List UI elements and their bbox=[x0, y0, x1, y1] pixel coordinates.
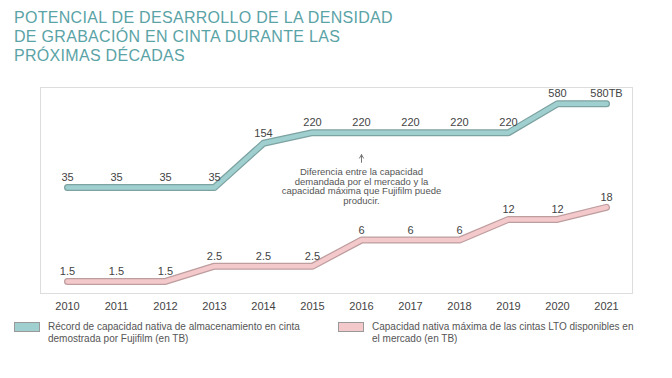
svg-text:2019: 2019 bbox=[496, 300, 520, 312]
svg-text:2021: 2021 bbox=[594, 300, 618, 312]
svg-text:6: 6 bbox=[358, 224, 364, 236]
svg-text:1.5: 1.5 bbox=[60, 265, 75, 277]
svg-text:154: 154 bbox=[254, 127, 272, 139]
svg-text:2010: 2010 bbox=[55, 300, 79, 312]
svg-text:220: 220 bbox=[352, 116, 370, 128]
svg-text:35: 35 bbox=[159, 171, 171, 183]
html-text:POTENCIAL DE DESARROLLO DE LA: POTENCIAL DE DESARROLLO DE LA DENSIDAD D… bbox=[14, 9, 393, 64]
svg-text:18: 18 bbox=[600, 191, 612, 203]
svg-text:2.5: 2.5 bbox=[305, 250, 320, 262]
svg-text:35: 35 bbox=[61, 171, 73, 183]
html-text:Récord de capacidad nativa de: Récord de capacidad nativa de almacenami… bbox=[48, 321, 300, 344]
svg-text:580TB: 580TB bbox=[590, 87, 622, 99]
svg-text:2014: 2014 bbox=[251, 300, 275, 312]
svg-text:2011: 2011 bbox=[105, 300, 129, 312]
svg-text:220: 220 bbox=[499, 116, 517, 128]
svg-text:Diferencia entre la capacidadd: Diferencia entre la capacidaddemandada p… bbox=[282, 166, 441, 206]
svg-text:2012: 2012 bbox=[153, 300, 177, 312]
svg-text:2020: 2020 bbox=[545, 300, 569, 312]
svg-text:220: 220 bbox=[401, 116, 419, 128]
svg-text:220: 220 bbox=[303, 116, 321, 128]
svg-text:2017: 2017 bbox=[398, 300, 422, 312]
svg-text:2015: 2015 bbox=[300, 300, 324, 312]
svg-text:1.5: 1.5 bbox=[158, 265, 173, 277]
svg-text:1.5: 1.5 bbox=[109, 265, 124, 277]
svg-text:220: 220 bbox=[450, 116, 468, 128]
svg-text:2016: 2016 bbox=[349, 300, 373, 312]
svg-text:2.5: 2.5 bbox=[256, 250, 271, 262]
svg-text:12: 12 bbox=[502, 203, 514, 215]
svg-text:6: 6 bbox=[456, 224, 462, 236]
svg-text:2013: 2013 bbox=[202, 300, 226, 312]
svg-text:2.5: 2.5 bbox=[207, 250, 222, 262]
html-text:Capacidad nativa máxima de las: Capacidad nativa máxima de las cintas LT… bbox=[372, 321, 634, 344]
svg-text:35: 35 bbox=[208, 171, 220, 183]
svg-text:6: 6 bbox=[407, 224, 413, 236]
svg-text:12: 12 bbox=[551, 203, 563, 215]
svg-text:2018: 2018 bbox=[447, 300, 471, 312]
svg-text:580: 580 bbox=[548, 87, 566, 99]
svg-text:35: 35 bbox=[110, 171, 122, 183]
